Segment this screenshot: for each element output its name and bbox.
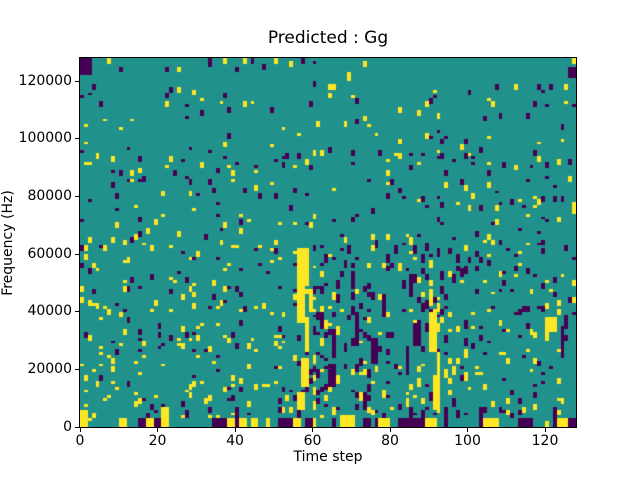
y-tick-label: 20000 [27,360,72,377]
x-tick-mark [79,428,81,432]
x-tick-label: 60 [303,433,322,449]
x-tick-label: 0 [75,433,85,449]
x-tick-mark [467,428,468,432]
x-tick-mark [157,428,158,432]
plot-area [79,57,577,428]
x-tick-mark [234,428,236,432]
y-tick-label: 80000 [27,187,72,204]
x-tick-label: 100 [454,433,481,449]
y-tick-label: 100000 [18,130,72,147]
x-tick-label: 20 [148,433,167,449]
x-tick-label: 80 [381,433,399,449]
heatmap-canvas [80,58,576,427]
y-tick-label: 0 [63,418,72,435]
x-tick-mark [544,428,546,432]
y-tick-mark [75,138,79,140]
y-tick-mark [75,426,79,428]
y-tick-mark [75,368,79,370]
y-tick-mark [75,311,79,313]
y-axis-label: Frequency (Hz) [0,190,16,296]
x-tick-label: 120 [531,433,559,449]
y-tick-mark [75,195,79,197]
x-tick-mark [389,428,391,432]
x-axis-label: Time step [293,449,363,465]
y-tick-label: 120000 [18,72,72,89]
x-tick-mark [312,428,313,432]
y-tick-mark [75,253,79,255]
plot-title: Predicted : Gg [267,28,389,48]
y-tick-label: 40000 [27,303,72,320]
y-tick-mark [75,80,79,82]
x-tick-label: 40 [226,433,244,449]
y-tick-label: 60000 [27,245,72,262]
